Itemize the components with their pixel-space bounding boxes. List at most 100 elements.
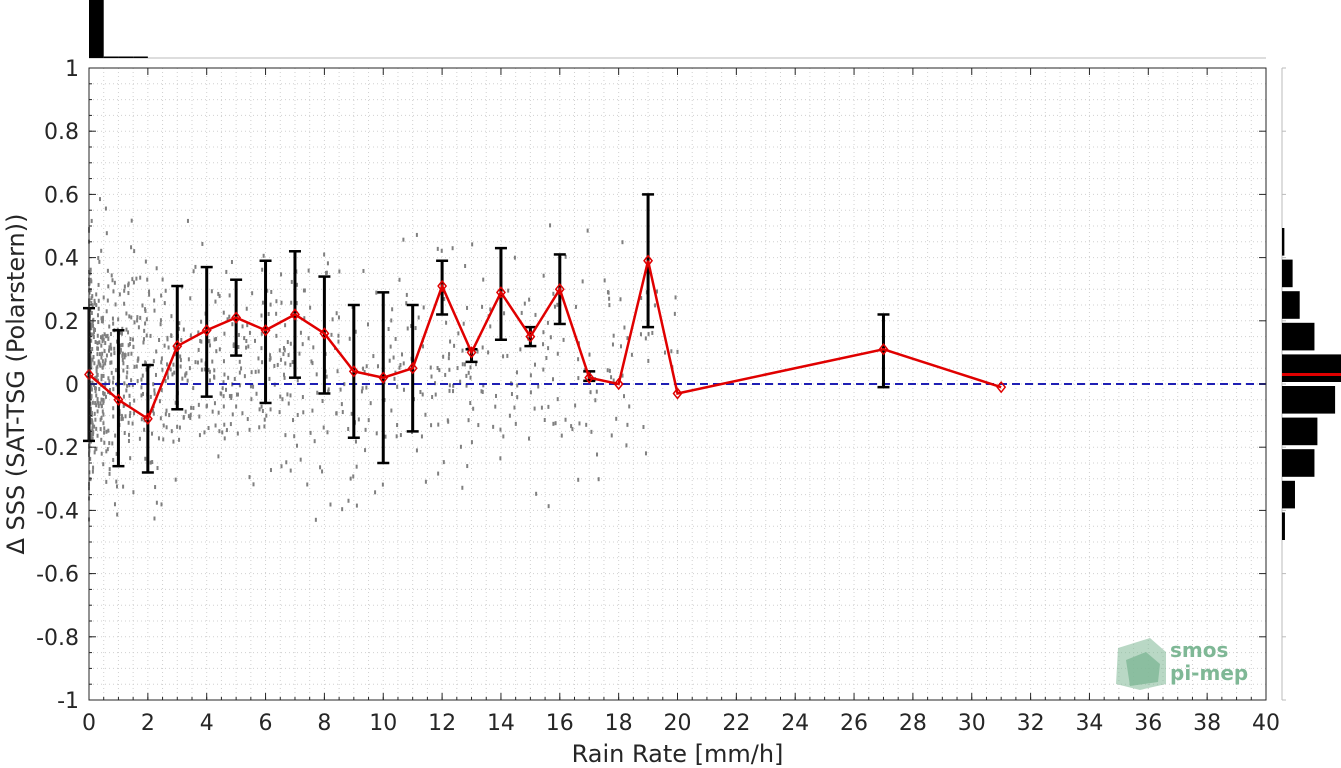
scatter-point xyxy=(263,417,266,422)
scatter-point xyxy=(610,375,613,380)
scatter-point xyxy=(260,313,263,318)
scatter-point xyxy=(230,393,233,398)
scatter-point xyxy=(533,362,536,367)
scatter-point xyxy=(112,457,115,462)
scatter-point xyxy=(92,323,95,328)
mean-point xyxy=(348,365,359,378)
y-tick-labels: -1 -0.8 -0.6 -0.4 -0.2 0 0.2 0.4 0.6 0.8 1 xyxy=(36,57,79,714)
scatter-point xyxy=(376,364,379,369)
scatter-point xyxy=(93,301,96,306)
scatter-point xyxy=(133,411,136,416)
scatter-point xyxy=(124,414,127,419)
scatter-point xyxy=(105,231,108,236)
scatter-point xyxy=(130,315,133,320)
scatter-point xyxy=(608,303,611,308)
scatter-point xyxy=(237,332,240,337)
scatter-point xyxy=(448,352,451,357)
scatter-point xyxy=(642,425,645,430)
mean-point xyxy=(584,371,595,384)
scatter-point xyxy=(161,277,164,282)
scatter-point xyxy=(152,411,155,416)
scatter-point xyxy=(457,331,460,336)
scatter-point xyxy=(252,384,255,389)
y-tick-label: -0.6 xyxy=(36,563,79,588)
scatter-point xyxy=(269,468,272,473)
scatter-point xyxy=(102,462,105,467)
scatter-point xyxy=(160,502,163,507)
scatter-point xyxy=(99,427,102,432)
scatter-point xyxy=(167,345,170,350)
scatter-point xyxy=(535,491,538,496)
x-tick-label: 40 xyxy=(1252,711,1280,736)
scatter-point xyxy=(469,401,472,406)
scatter-point xyxy=(159,318,162,323)
scatter-point xyxy=(466,305,469,310)
scatter-point xyxy=(232,344,235,349)
scatter-point xyxy=(114,433,117,438)
scatter-point xyxy=(339,387,342,392)
scatter-point xyxy=(422,305,425,310)
scatter-point xyxy=(452,389,455,394)
scatter-point xyxy=(165,408,168,413)
scatter-point xyxy=(214,423,217,428)
scatter-point xyxy=(125,311,128,316)
scatter-point xyxy=(128,383,131,388)
scatter-point xyxy=(96,397,99,402)
scatter-point xyxy=(628,404,631,409)
scatter-point xyxy=(159,416,162,421)
scatter-point xyxy=(384,434,387,439)
scatter-point xyxy=(145,317,148,322)
scatter-point xyxy=(93,361,96,366)
right-hist-bar xyxy=(1282,322,1315,351)
scatter-point xyxy=(109,342,112,347)
scatter-point xyxy=(96,364,99,369)
scatter-point xyxy=(190,405,193,410)
scatter-point xyxy=(129,456,132,461)
scatter-point xyxy=(97,320,100,325)
scatter-point xyxy=(275,311,278,316)
scatter-point xyxy=(145,333,148,338)
scatter-point xyxy=(101,365,104,370)
scatter-point xyxy=(287,353,290,358)
scatter-point xyxy=(192,406,195,411)
scatter-point xyxy=(261,360,264,365)
scatter-point xyxy=(174,400,177,405)
scatter-point xyxy=(258,407,261,412)
scatter-point xyxy=(329,502,332,507)
scatter-point xyxy=(105,334,108,339)
scatter-point xyxy=(350,411,353,416)
scatter-point xyxy=(92,335,95,340)
scatter-point xyxy=(109,332,112,337)
scatter-point xyxy=(249,384,252,389)
scatter-point xyxy=(104,383,107,388)
scatter-point xyxy=(574,403,577,408)
scatter-point xyxy=(296,378,299,383)
scatter-point xyxy=(585,422,588,427)
scatter-point xyxy=(438,368,441,373)
scatter-point xyxy=(139,315,142,320)
logo-text-line: smos xyxy=(1170,638,1228,662)
scatter-point xyxy=(130,218,133,223)
scatter-point xyxy=(533,406,536,411)
scatter-point xyxy=(295,282,298,287)
right-hist-bar xyxy=(1282,512,1285,540)
scatter-point xyxy=(180,337,183,342)
scatter-point xyxy=(126,383,129,388)
scatter-point xyxy=(286,340,289,345)
scatter-point xyxy=(127,281,130,286)
scatter-point xyxy=(589,390,592,395)
scatter-point xyxy=(128,414,131,419)
scatter-point xyxy=(452,383,455,388)
scatter-point xyxy=(298,351,301,356)
scatter-point xyxy=(233,376,236,381)
scatter-point xyxy=(291,360,294,365)
scatter-point xyxy=(144,360,147,365)
scatter-point xyxy=(132,280,135,285)
scatter-point xyxy=(90,410,93,415)
scatter-point xyxy=(302,410,305,415)
scatter-point xyxy=(225,428,228,433)
scatter-point xyxy=(105,449,108,454)
scatter-point xyxy=(110,360,113,365)
scatter-point xyxy=(89,267,92,272)
scatter-point xyxy=(196,360,199,365)
